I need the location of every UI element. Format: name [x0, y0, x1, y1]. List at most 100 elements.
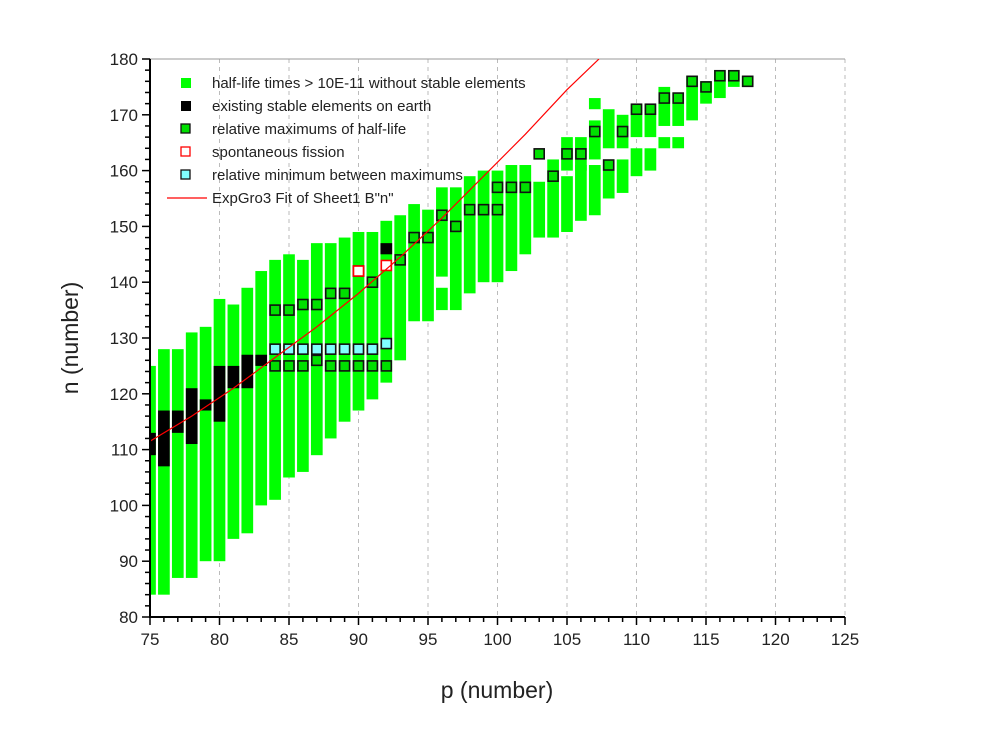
halflife-bar: [436, 187, 448, 277]
halflife-bar: [213, 298, 226, 562]
maximum-marker: [283, 304, 295, 316]
halflife-bar: [477, 170, 490, 283]
x-tick-label: 80: [210, 630, 229, 649]
halflife-bar: [227, 304, 240, 539]
maximum-marker: [269, 304, 281, 316]
legend-item-fit: ExpGro3 Fit of Sheet1 B"n": [167, 190, 394, 207]
axes: 75 80 85 90 95 100 105 110 115 120 125809010011012…: [110, 50, 860, 649]
halflife-bar: [408, 204, 420, 322]
halflife-bar: [575, 165, 587, 221]
maximum-marker: [366, 276, 379, 289]
legend-square-icon: [181, 101, 191, 111]
minimum-marker: [269, 343, 281, 355]
minimum-marker: [352, 343, 365, 355]
legend-item-fission: spontaneous fission: [180, 144, 345, 161]
minimum-marker: [310, 343, 323, 355]
halflife-bar: [324, 243, 337, 439]
stable-bar: [150, 432, 156, 456]
maximum-marker: [449, 220, 462, 233]
legend-label: relative minimum between maximums: [212, 167, 463, 184]
y-tick-label: 170: [110, 106, 138, 125]
halflife-bar: [672, 137, 685, 149]
maximum-marker: [380, 360, 393, 372]
y-tick-label: 180: [110, 50, 138, 69]
y-tick-label: 110: [111, 441, 138, 460]
halflife-bar: [352, 231, 365, 411]
maximum-marker: [727, 69, 740, 82]
maximum-marker: [310, 354, 323, 367]
legend-item-minimum: relative minimum between maximums: [180, 167, 463, 184]
halflife-bar: [658, 86, 671, 126]
x-tick-label: 90: [349, 630, 368, 649]
x-tick-label: 100: [483, 630, 511, 649]
legend-square-icon: [180, 169, 191, 180]
x-tick-label: 125: [831, 630, 859, 649]
y-tick-label: 150: [110, 217, 138, 236]
x-tick-label: 110: [623, 630, 650, 649]
maximum-marker: [505, 181, 518, 194]
maximum-marker: [338, 360, 351, 372]
maximum-marker: [477, 203, 490, 216]
legend-label: spontaneous fission: [212, 144, 345, 161]
x-tick-label: 115: [692, 630, 719, 649]
legend-square-icon: [180, 146, 191, 157]
maximum-marker: [561, 148, 573, 160]
maximum-marker: [283, 360, 295, 372]
minimum-marker: [338, 343, 351, 355]
stable-bar: [227, 365, 240, 389]
halflife-bar: [366, 231, 379, 400]
maximum-marker: [422, 231, 434, 244]
fission-marker: [352, 265, 365, 277]
x-tick-label: 95: [419, 630, 438, 649]
y-tick-label: 140: [110, 273, 138, 292]
halflife-bar: [519, 165, 532, 255]
legend-label: ExpGro3 Fit of Sheet1 B"n": [212, 190, 394, 207]
maximum-marker: [533, 148, 546, 160]
maximum-marker: [519, 181, 532, 194]
halflife-bar: [616, 159, 629, 193]
stable-bar: [171, 410, 184, 433]
y-tick-label: 130: [110, 329, 138, 348]
minimum-marker: [297, 343, 309, 355]
halflife-bar: [588, 98, 601, 110]
halflife-bar: [394, 215, 407, 361]
halflife-bar: [644, 148, 657, 171]
halflife-bar: [338, 237, 351, 422]
maximum-marker: [741, 75, 754, 88]
legend-item-halflife: half-life times > 10E-11 without stable …: [181, 75, 526, 92]
halflife-bar: [602, 109, 615, 149]
halflife-bar: [630, 148, 643, 177]
legend-label: half-life times > 10E-11 without stable …: [212, 75, 526, 92]
maximum-marker: [436, 209, 448, 222]
stable-bar: [199, 399, 212, 411]
halflife-bar: [714, 70, 726, 99]
minimum-marker: [324, 343, 337, 355]
y-tick-label: 80: [119, 608, 138, 627]
y-tick-label: 90: [119, 552, 138, 571]
legend-square-icon: [180, 123, 191, 134]
maximum-marker: [686, 75, 698, 88]
halflife-bar: [588, 120, 601, 160]
maximum-marker: [491, 203, 504, 216]
halflife-bar: [158, 349, 170, 595]
halflife-bar: [686, 75, 698, 121]
maximum-marker: [338, 287, 351, 300]
halflife-bar: [588, 165, 601, 216]
maximum-marker: [700, 81, 712, 93]
maximum-marker: [310, 298, 323, 311]
y-tick-label: 100: [110, 496, 138, 515]
maximum-marker: [366, 360, 379, 372]
halflife-bar: [463, 176, 476, 294]
legend-item-stable: existing stable elements on earth: [181, 98, 431, 115]
maximum-marker: [324, 360, 337, 372]
maximum-marker: [324, 287, 337, 300]
maximum-marker: [658, 92, 671, 104]
halflife-bar: [491, 170, 504, 283]
halflife-bar: [644, 103, 657, 138]
x-tick-label: 85: [280, 630, 299, 649]
halflife-bar: [630, 103, 643, 138]
halflife-bar: [422, 209, 434, 322]
minimum-marker: [283, 343, 295, 355]
stable-bar: [380, 243, 393, 255]
